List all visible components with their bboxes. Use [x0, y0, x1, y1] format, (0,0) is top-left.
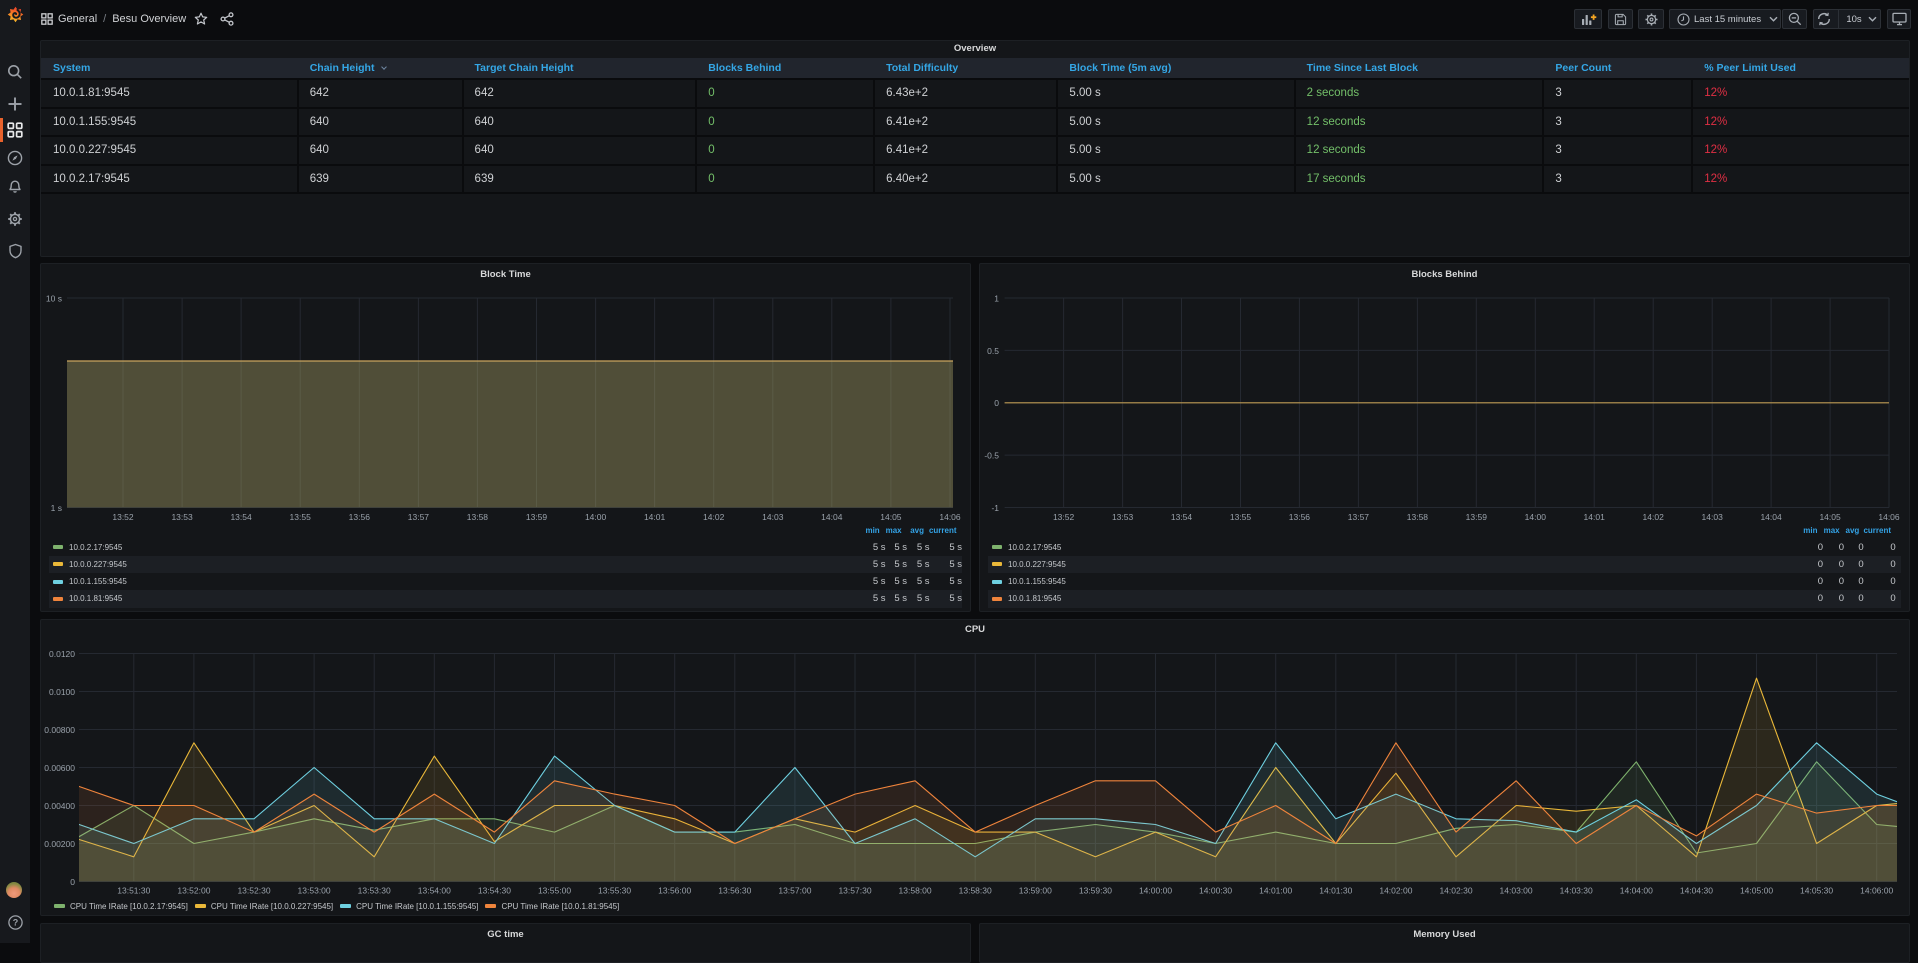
- svg-text:14:00: 14:00: [585, 512, 607, 522]
- svg-text:13:58:30: 13:58:30: [959, 885, 992, 895]
- svg-text:13:54: 13:54: [1171, 512, 1193, 522]
- svg-text:14:06:00: 14:06:00: [1860, 885, 1893, 895]
- svg-text:13:53: 13:53: [171, 512, 193, 522]
- svg-text:14:02: 14:02: [1643, 512, 1665, 522]
- svg-text:0.00200: 0.00200: [44, 839, 75, 849]
- svg-text:14:00:00: 14:00:00: [1139, 885, 1172, 895]
- svg-text:13:54: 13:54: [230, 512, 252, 522]
- svg-text:14:05: 14:05: [880, 512, 902, 522]
- svg-text:14:01: 14:01: [1584, 512, 1606, 522]
- svg-text:13:57:30: 13:57:30: [838, 885, 871, 895]
- svg-text:-0.5: -0.5: [984, 450, 999, 460]
- svg-text:14:01: 14:01: [644, 512, 666, 522]
- svg-text:14:05:30: 14:05:30: [1800, 885, 1833, 895]
- svg-text:14:04: 14:04: [821, 512, 843, 522]
- svg-text:14:05:00: 14:05:00: [1740, 885, 1773, 895]
- svg-text:13:52: 13:52: [1053, 512, 1075, 522]
- svg-text:0: 0: [70, 877, 75, 887]
- svg-text:14:02:00: 14:02:00: [1379, 885, 1412, 895]
- svg-text:13:58:00: 13:58:00: [899, 885, 932, 895]
- svg-text:13:58: 13:58: [467, 512, 489, 522]
- svg-text:0.0100: 0.0100: [49, 687, 75, 697]
- svg-text:14:03:30: 14:03:30: [1560, 885, 1593, 895]
- svg-text:13:59: 13:59: [526, 512, 548, 522]
- svg-text:14:03: 14:03: [762, 512, 784, 522]
- svg-text:14:01:30: 14:01:30: [1319, 885, 1352, 895]
- svg-text:0.5: 0.5: [987, 345, 999, 355]
- svg-text:13:56: 13:56: [349, 512, 371, 522]
- svg-text:13:59: 13:59: [1466, 512, 1488, 522]
- svg-text:0: 0: [994, 398, 999, 408]
- svg-text:14:04:00: 14:04:00: [1620, 885, 1653, 895]
- svg-text:13:55: 13:55: [290, 512, 312, 522]
- svg-text:13:59:00: 13:59:00: [1019, 885, 1052, 895]
- svg-text:14:05: 14:05: [1819, 512, 1841, 522]
- svg-text:13:52:30: 13:52:30: [237, 885, 270, 895]
- svg-text:13:54:30: 13:54:30: [478, 885, 511, 895]
- svg-text:13:53: 13:53: [1112, 512, 1134, 522]
- svg-text:14:00: 14:00: [1525, 512, 1547, 522]
- svg-text:0.00800: 0.00800: [44, 725, 75, 735]
- svg-text:1: 1: [994, 293, 999, 303]
- svg-text:13:56:30: 13:56:30: [718, 885, 751, 895]
- svg-text:13:53:30: 13:53:30: [358, 885, 391, 895]
- svg-text:-1: -1: [991, 503, 999, 513]
- svg-text:10 s: 10 s: [46, 293, 62, 303]
- svg-text:0.0120: 0.0120: [49, 649, 75, 659]
- svg-text:13:55: 13:55: [1230, 512, 1252, 522]
- svg-text:13:57: 13:57: [1348, 512, 1370, 522]
- svg-text:14:04: 14:04: [1760, 512, 1782, 522]
- svg-text:13:55:00: 13:55:00: [538, 885, 571, 895]
- svg-text:?: ?: [12, 918, 18, 928]
- svg-text:13:53:00: 13:53:00: [298, 885, 331, 895]
- svg-text:13:56:00: 13:56:00: [658, 885, 691, 895]
- svg-text:14:03: 14:03: [1702, 512, 1724, 522]
- svg-text:14:04:30: 14:04:30: [1680, 885, 1713, 895]
- svg-text:13:58: 13:58: [1407, 512, 1429, 522]
- svg-text:14:06: 14:06: [1878, 512, 1900, 522]
- svg-text:13:59:30: 13:59:30: [1079, 885, 1112, 895]
- svg-text:13:57:00: 13:57:00: [778, 885, 811, 895]
- svg-text:13:52: 13:52: [112, 512, 134, 522]
- svg-text:14:02: 14:02: [703, 512, 725, 522]
- svg-text:13:56: 13:56: [1289, 512, 1311, 522]
- svg-text:14:02:30: 14:02:30: [1439, 885, 1472, 895]
- svg-text:13:51:30: 13:51:30: [117, 885, 150, 895]
- svg-text:13:52:00: 13:52:00: [177, 885, 210, 895]
- svg-text:14:06: 14:06: [939, 512, 961, 522]
- svg-text:13:54:00: 13:54:00: [418, 885, 451, 895]
- svg-text:13:55:30: 13:55:30: [598, 885, 631, 895]
- svg-text:14:01:00: 14:01:00: [1259, 885, 1292, 895]
- svg-text:0.00600: 0.00600: [44, 763, 75, 773]
- svg-text:13:57: 13:57: [408, 512, 430, 522]
- svg-text:1 s: 1 s: [51, 503, 62, 513]
- svg-text:14:00:30: 14:00:30: [1199, 885, 1232, 895]
- svg-text:0.00400: 0.00400: [44, 801, 75, 811]
- svg-text:14:03:00: 14:03:00: [1500, 885, 1533, 895]
